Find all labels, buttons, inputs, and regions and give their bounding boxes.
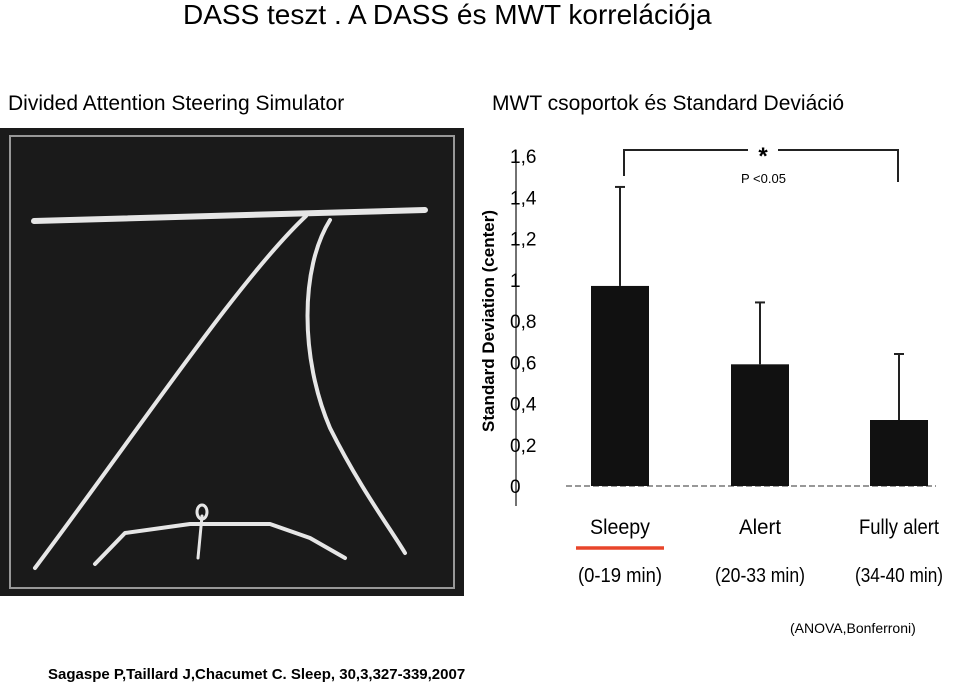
y-tick-label: 1 [510,271,521,292]
y-tick-label: 0,6 [510,353,536,374]
y-tick-label: 1,2 [510,230,536,251]
citation: Sagaspe P,Taillard J,Chacumet C. Sleep, … [48,666,466,683]
chart-subtitle: MWT csoportok és Standard Deviáció [492,92,845,115]
track-left-curve [33,214,308,570]
x-category-label: Alert [739,516,781,539]
x-range-label: (0-19 min) [578,565,662,587]
y-tick-label: 0,4 [510,395,537,416]
track-right-curve [305,218,407,555]
y-tick-label: 1,6 [510,147,536,168]
bar [731,364,789,486]
track-bottom-shape [93,522,347,566]
bar [591,285,649,486]
steering-marker-ring [195,503,209,521]
significance-star: * [758,143,768,170]
y-axis-label: Standard Deviation (center) [479,210,498,432]
y-tick-label: 0,8 [510,312,536,333]
bar [870,420,928,486]
x-range-label: (34-40 min) [855,565,943,587]
x-range-label: (20-33 min) [715,565,805,587]
p-value-label: P <0.05 [741,171,786,186]
simulator-tracks [31,207,428,570]
page-title: DASS teszt . A DASS és MWT korrelációja [183,0,712,30]
stat-method-note: (ANOVA,Bonferroni) [790,620,916,636]
y-tick-label: 1,4 [510,188,537,209]
x-category-label: Sleepy [590,516,650,539]
x-category-label: Fully alert [859,516,939,539]
simulator-subtitle: Divided Attention Steering Simulator [8,92,345,115]
y-tick-label: 0,2 [510,436,536,457]
track-top-bar [31,207,428,224]
steering-marker-stem [196,514,204,560]
bracket-gap [748,140,778,160]
steering-simulator-image [0,128,464,596]
y-tick-label: 0 [510,477,521,498]
simulator-background [0,128,464,596]
simulator-frame [9,135,455,589]
bar-chart: Standard Deviation (center) 0 0,2 0,4 0,6 0,8… [479,140,943,587]
